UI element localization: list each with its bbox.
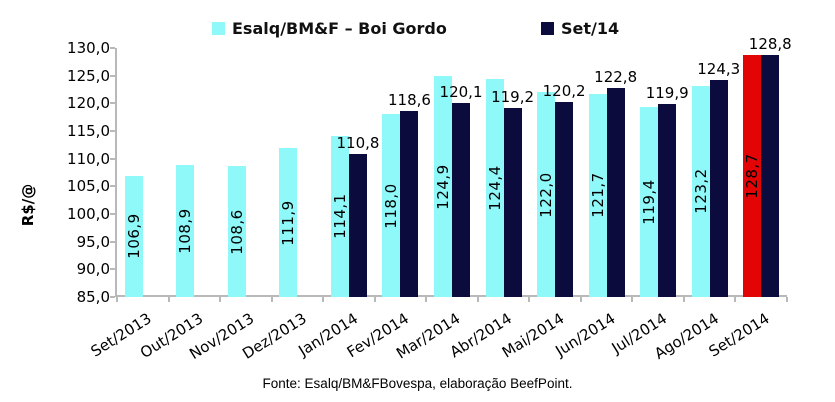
bar-set14 — [761, 54, 780, 297]
bar-boi-gordo — [176, 164, 195, 297]
y-tick-label: 110,0 — [67, 149, 110, 168]
bar-value-label: 128,8 — [748, 34, 792, 53]
x-tick-mark — [682, 297, 685, 302]
bar-boi-gordo — [588, 93, 607, 297]
bar-boi-gordo — [227, 166, 246, 297]
x-tick-mark — [167, 297, 170, 302]
bar-value-label: 110,8 — [336, 134, 380, 153]
bar-set14 — [658, 103, 677, 297]
x-tick-mark — [116, 297, 118, 302]
legend-swatch-set14-icon — [541, 22, 554, 35]
y-axis-title: R$/@ — [19, 183, 37, 227]
bar-boi-gordo — [330, 135, 349, 297]
bar-value-label-vertical: 121,7 — [588, 172, 607, 219]
bar-boi-gordo — [279, 148, 298, 297]
bar-value-label: 119,2 — [491, 87, 535, 106]
y-tick-label: 95,0 — [76, 232, 110, 251]
y-tick-label: 100,0 — [67, 205, 110, 223]
y-tick-label: 85,0 — [76, 288, 110, 306]
y-tick-mark — [110, 268, 115, 271]
y-tick-mark — [110, 157, 115, 160]
bar-value-label-vertical: 108,9 — [176, 208, 195, 254]
legend-item-set14: Set/14 — [541, 19, 619, 38]
x-tick-mark — [270, 297, 273, 302]
bar-set14 — [400, 111, 419, 297]
legend-swatch-boi-gordo-icon — [212, 22, 225, 35]
x-tick-mark — [476, 297, 479, 302]
bar-value-label: 124,3 — [697, 59, 741, 78]
x-tick-mark — [425, 297, 428, 302]
bar-set14 — [452, 102, 471, 297]
bar-value-label-vertical: 106,9 — [124, 213, 143, 260]
bar-value-label-vertical: 118,0 — [382, 182, 401, 229]
bar-boi-gordo — [537, 92, 556, 297]
bar-value-label: 119,9 — [645, 83, 689, 102]
x-tick-mark — [786, 297, 788, 302]
bar-set14 — [348, 154, 367, 297]
bar-value-label-vertical: 108,6 — [227, 208, 246, 255]
x-tick-mark — [631, 297, 634, 302]
bar-boi-gordo — [640, 106, 659, 297]
bar-boi-gordo — [743, 55, 762, 297]
bar-value-label-vertical: 111,9 — [279, 199, 298, 246]
y-tick-mark — [110, 47, 115, 49]
bar-value-label: 122,8 — [594, 67, 638, 86]
y-tick-mark — [110, 213, 115, 215]
y-tick-mark — [110, 130, 115, 132]
x-tick-mark — [373, 297, 376, 302]
bar-value-label: 118,6 — [388, 91, 431, 110]
y-tick-mark — [110, 185, 115, 188]
x-tick-mark — [528, 297, 531, 302]
bar-set14 — [503, 107, 522, 297]
y-tick-mark — [110, 240, 115, 243]
bar-value-label-vertical: 128,7 — [743, 153, 762, 199]
bar-value-label-vertical: 124,9 — [434, 163, 453, 210]
bar-value-label-vertical: 122,0 — [537, 171, 556, 218]
bar-boi-gordo — [485, 78, 504, 297]
bar-boi-gordo — [691, 85, 710, 297]
bar-value-label: 120,1 — [439, 82, 483, 101]
bar-value-label-vertical: 124,4 — [485, 165, 504, 211]
y-tick-mark — [110, 296, 115, 298]
x-tick-mark — [219, 297, 222, 302]
x-tick-mark — [322, 297, 325, 302]
y-tick-label: 90,0 — [76, 260, 110, 279]
bar-boi-gordo — [434, 76, 453, 297]
y-tick-label: 130,0 — [67, 39, 110, 57]
y-tick-mark — [110, 102, 115, 105]
bar-value-label-vertical: 114,1 — [330, 193, 349, 240]
bar-set14 — [606, 87, 625, 297]
x-tick-mark — [734, 297, 737, 302]
bar-value-label-vertical: 123,2 — [691, 168, 710, 215]
y-tick-label: 125,0 — [67, 66, 110, 85]
legend-label-boi-gordo: Esalq/BM&F – Boi Gordo — [232, 19, 447, 38]
y-tick-mark — [110, 74, 115, 77]
y-tick-label: 105,0 — [67, 177, 110, 196]
bar-value-label: 120,2 — [542, 82, 586, 101]
y-tick-label: 120,0 — [67, 94, 110, 113]
y-tick-label: 115,0 — [67, 122, 110, 140]
bar-value-label-vertical: 119,4 — [640, 179, 659, 225]
legend-item-boi-gordo: Esalq/BM&F – Boi Gordo — [212, 19, 447, 38]
x-tick-mark — [579, 297, 582, 302]
bar-set14 — [709, 79, 728, 297]
bar-boi-gordo — [124, 175, 143, 297]
bar-boi-gordo — [382, 114, 401, 297]
bar-set14 — [555, 102, 574, 297]
legend-label-set14: Set/14 — [561, 19, 620, 38]
source-note: Fonte: Esalq/BM&FBovespa, elaboração Bee… — [262, 376, 573, 391]
